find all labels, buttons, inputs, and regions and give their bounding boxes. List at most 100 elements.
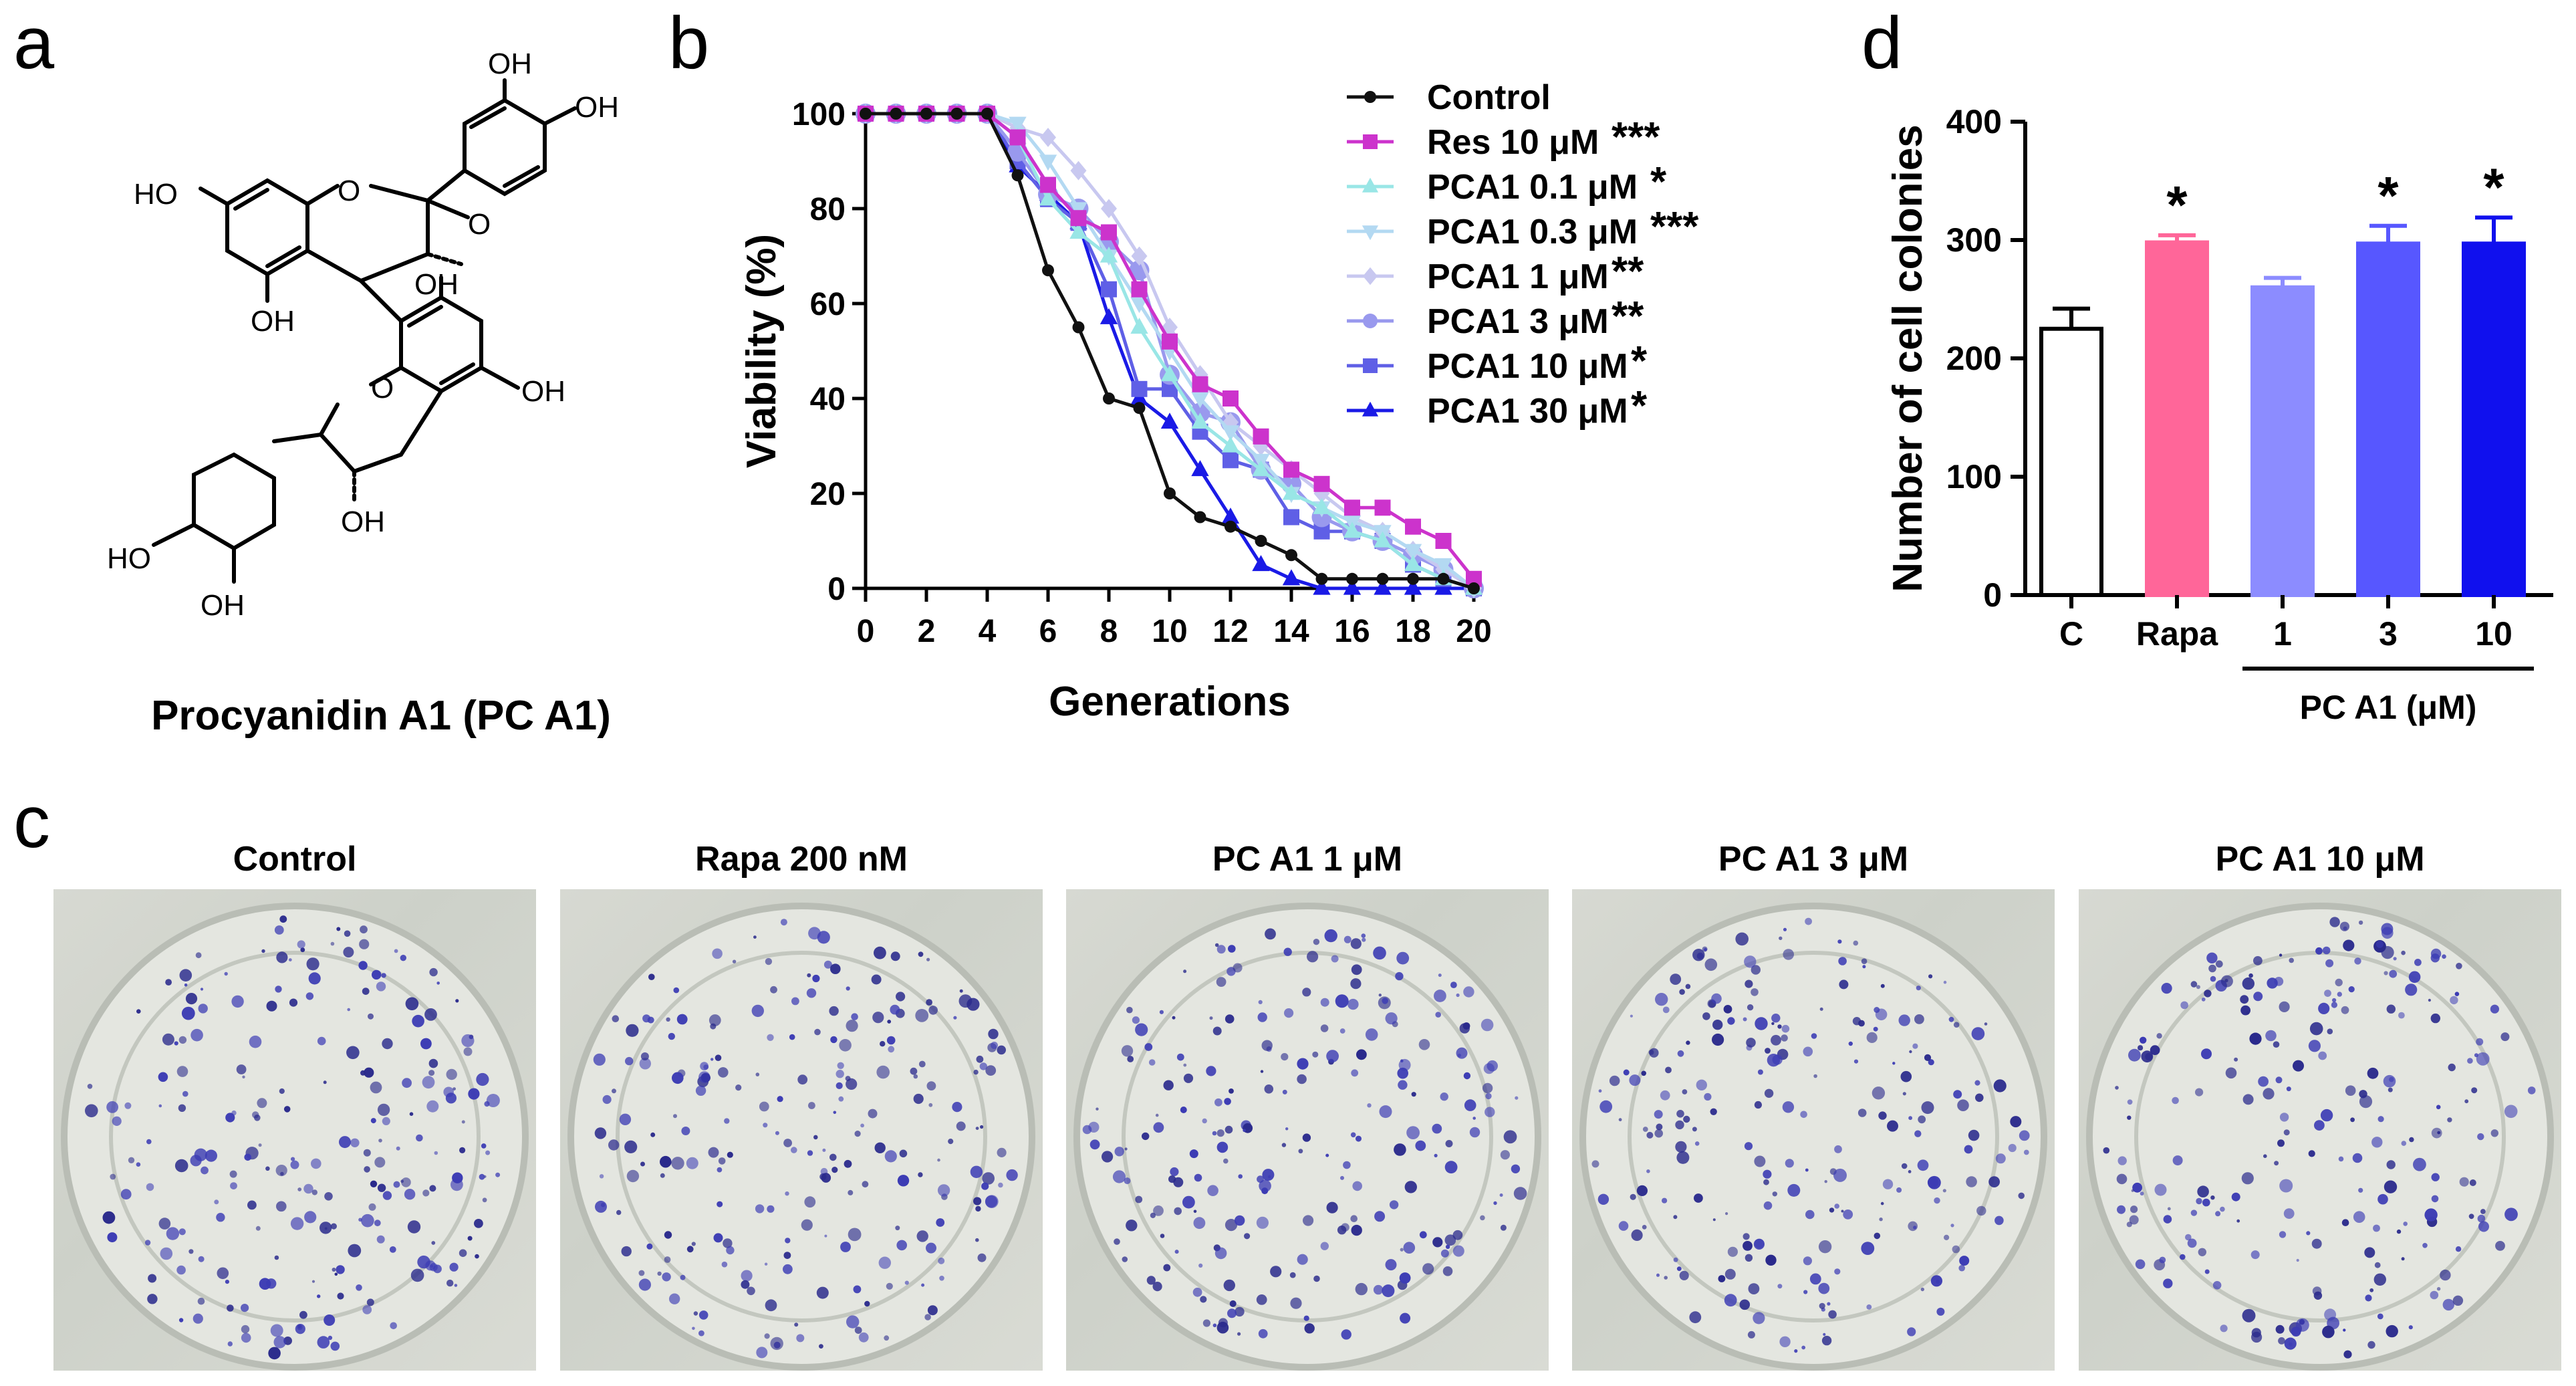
colony	[1743, 1241, 1753, 1251]
colony	[1444, 1234, 1456, 1246]
colony	[1764, 1088, 1774, 1098]
colony	[1233, 963, 1243, 973]
colony	[2008, 1143, 2017, 1153]
colony	[1677, 1050, 1684, 1057]
colony	[1771, 1034, 1781, 1046]
colony	[1463, 1072, 1471, 1080]
colony	[1135, 1023, 1148, 1036]
colony	[280, 1171, 284, 1176]
colony	[261, 949, 265, 953]
colony	[270, 1324, 283, 1337]
colony	[664, 1231, 672, 1239]
colony	[846, 1078, 858, 1090]
colony	[1485, 1107, 1495, 1117]
colony	[2373, 1224, 2380, 1232]
colony	[640, 1161, 645, 1167]
colony	[1710, 1108, 1717, 1115]
colony	[718, 1067, 729, 1078]
colony	[2246, 1011, 2250, 1015]
colony	[2198, 1248, 2206, 1256]
colony	[813, 1135, 818, 1140]
colony	[608, 1139, 620, 1151]
colony	[146, 1139, 152, 1145]
colony	[1782, 1101, 1795, 1113]
colony	[874, 1142, 886, 1153]
colony	[146, 1183, 154, 1191]
plate-drawing	[1579, 903, 2047, 1371]
colony	[819, 1344, 823, 1349]
colony	[382, 1117, 390, 1125]
colony	[124, 1102, 132, 1109]
colony	[691, 1242, 696, 1246]
colony	[158, 1218, 171, 1230]
data-point	[1160, 413, 1179, 429]
colony	[288, 958, 292, 961]
colony	[1235, 1215, 1245, 1226]
y-tick-label: 200	[1946, 340, 2002, 377]
colony	[2401, 1141, 2407, 1146]
data-point	[1285, 549, 1297, 562]
colony	[695, 1085, 706, 1096]
colony	[1772, 1191, 1777, 1197]
colony	[2315, 947, 2323, 955]
colony	[2231, 1192, 2240, 1201]
colony	[158, 1072, 168, 1082]
data-point	[1192, 376, 1208, 392]
colony	[1800, 1111, 1807, 1119]
colony	[188, 1249, 194, 1254]
colony	[2383, 1074, 2396, 1088]
colony	[2253, 992, 2263, 1002]
colony	[997, 1045, 1006, 1055]
colony-plate-photo	[1572, 889, 2055, 1371]
colony	[2172, 1096, 2179, 1105]
colony	[2154, 1183, 2167, 1196]
colony	[190, 1028, 203, 1042]
colony	[2430, 1290, 2439, 1300]
colony	[2471, 1087, 2478, 1094]
colony	[2167, 1207, 2171, 1211]
colony	[2293, 1060, 2304, 1072]
colony	[1173, 1177, 1184, 1187]
data-point	[1009, 116, 1027, 133]
colony	[1395, 971, 1404, 981]
colony	[2130, 1205, 2138, 1214]
colony	[2381, 923, 2394, 935]
colony	[1918, 1115, 1926, 1124]
colony	[416, 1134, 423, 1142]
colony	[767, 1034, 774, 1041]
colony	[1993, 1079, 2007, 1092]
colony	[2327, 1028, 2333, 1034]
colony	[1636, 1185, 1648, 1196]
colony	[1675, 1141, 1687, 1153]
colony	[2258, 1076, 2269, 1087]
colony	[1297, 1254, 1308, 1265]
colony	[2236, 1219, 2240, 1223]
colony	[181, 1006, 195, 1020]
legend-label: PCA1 0.1 μM	[1427, 168, 1638, 207]
colony	[231, 995, 244, 1008]
colony	[361, 1214, 374, 1228]
colony	[1818, 1240, 1832, 1254]
legend-marker	[1363, 314, 1378, 328]
colony	[2381, 946, 2394, 959]
colony	[241, 1304, 249, 1312]
colony	[1664, 1276, 1668, 1280]
colony	[162, 1033, 174, 1046]
colony	[1704, 947, 1707, 951]
colony	[1499, 1193, 1503, 1197]
colony	[396, 1146, 400, 1151]
colony	[2234, 1057, 2238, 1062]
colony	[1675, 1120, 1684, 1130]
colony	[1618, 1221, 1629, 1231]
colony	[1656, 1273, 1660, 1277]
colony	[2275, 1324, 2285, 1334]
colony	[640, 1052, 649, 1060]
chemical-structure: OH OH HO O O OH OH O OH HO OH OH	[107, 47, 619, 622]
colony	[2477, 1214, 2486, 1223]
colony	[1723, 1005, 1732, 1014]
colony	[1711, 993, 1722, 1004]
colony	[1238, 1174, 1243, 1179]
colony	[1343, 935, 1351, 943]
colony	[1124, 1177, 1131, 1185]
colony	[475, 1254, 479, 1259]
